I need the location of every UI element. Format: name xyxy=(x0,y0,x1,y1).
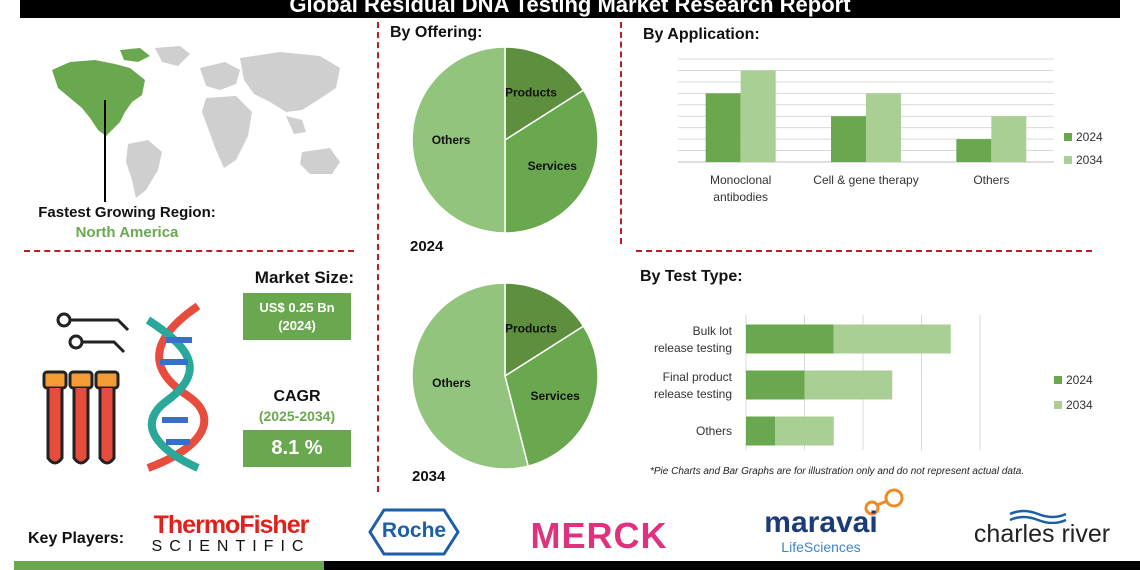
pie-2034-label-others: Others xyxy=(432,376,471,390)
divider-right-horizontal xyxy=(636,250,1092,252)
footer-bar-black xyxy=(324,561,1140,570)
app-bar-2034-1 xyxy=(866,93,901,162)
pie-2034-slice-products xyxy=(504,282,585,378)
test-legend-swatch-2034 xyxy=(1054,401,1062,409)
roche-logo-hexagon-icon xyxy=(368,508,460,556)
market-size-year: (2024) xyxy=(278,318,316,333)
pie-2034-year: 2034 xyxy=(412,468,446,485)
report-title-text: Global Residual DNA Testing Market Resea… xyxy=(289,0,851,17)
app-category-label-1: Cell & gene therapy xyxy=(813,173,918,187)
app-category-label-2: Others xyxy=(973,173,1009,187)
pie-chart-2024: Products Services Others xyxy=(411,46,599,234)
app-legend-label-2024: 2024 xyxy=(1076,130,1103,144)
pie-chart-2034: Products Services Others xyxy=(411,282,599,470)
test-legend-label-2024: 2024 xyxy=(1066,373,1093,387)
maravai-logo-line1: maravai xyxy=(764,506,878,539)
thermo-fisher-logo-line2: SCIENTIFIC xyxy=(151,538,311,555)
app-bar-2034-0 xyxy=(740,70,776,162)
merck-logo: MERCK xyxy=(530,515,668,556)
maravai-logo-line2: LifeSciences xyxy=(781,539,861,555)
market-size-box: US$ 0.25 Bn (2024) xyxy=(243,293,351,340)
divider-left xyxy=(377,22,379,492)
test-bar-2024-2 xyxy=(746,416,776,446)
pie-2024-slice-products xyxy=(504,46,585,142)
app-bar-2024-1 xyxy=(831,116,866,162)
test-bar-2034-2 xyxy=(775,416,834,446)
app-category-label-0: Monoclonal xyxy=(710,173,771,187)
key-players-label: Key Players: xyxy=(28,530,125,547)
pie-2034-slice-others xyxy=(411,282,530,470)
thermo-fisher-logo: ThermoFisher SCIENTIFIC xyxy=(136,512,326,556)
app-legend-swatch-2024 xyxy=(1064,133,1072,141)
maravai-logo: maravai LifeSciences xyxy=(746,506,896,556)
test-bar-2034-1 xyxy=(804,370,893,400)
world-map-icon xyxy=(52,46,340,202)
market-size-value: US$ 0.25 Bn xyxy=(259,300,335,315)
test-category-label-2: Others xyxy=(696,424,732,438)
test-category-label-1: release testing xyxy=(654,387,732,401)
test-category-label-1: Final product xyxy=(663,370,733,384)
app-category-label-0: antibodies xyxy=(713,190,768,204)
cagr-label: CAGR xyxy=(273,388,321,405)
test-category-label-0: release testing xyxy=(654,341,732,355)
application-bar-chart: Monoclonal antibodies Cell & gene therapy O… xyxy=(678,58,1103,204)
maravai-logo-circles-icon xyxy=(864,488,904,516)
test-legend-label-2034: 2034 xyxy=(1066,398,1093,412)
pie-2034-slice-services xyxy=(504,325,599,467)
test-bar-2024-0 xyxy=(746,324,834,354)
test-legend-swatch-2024 xyxy=(1054,376,1062,384)
fastest-region-value: North America xyxy=(75,224,179,241)
test-category-label-0: Bulk lot xyxy=(693,324,733,338)
pie-2024-year: 2024 xyxy=(410,238,444,255)
cagr-value: 8.1 % xyxy=(243,430,351,467)
report-title: Global Residual DNA Testing Market Resea… xyxy=(20,0,1120,18)
offering-title: By Offering: xyxy=(390,24,483,41)
app-bar-2034-2 xyxy=(991,116,1027,162)
thermo-fisher-logo-line1: ThermoFisher xyxy=(153,511,310,539)
dna-test-tubes-icon xyxy=(42,302,209,472)
footer-bar-green xyxy=(14,561,324,570)
divider-left-horizontal xyxy=(24,250,354,252)
test-type-title: By Test Type: xyxy=(640,268,743,285)
pie-2034-label-services: Services xyxy=(530,389,580,403)
market-size-label: Market Size: xyxy=(254,268,354,287)
test-type-bar-chart: Bulk lot release testing Final product rele… xyxy=(654,315,1093,450)
pie-2024-label-services: Services xyxy=(528,159,578,173)
test-bar-2024-1 xyxy=(746,370,805,400)
app-legend-label-2034: 2034 xyxy=(1076,153,1103,167)
pie-2024-slice-others xyxy=(411,46,506,234)
charles-river-logo: charles river xyxy=(973,520,1111,548)
divider-right-top xyxy=(620,22,622,244)
disclaimer-note: *Pie Charts and Bar Graphs are for illus… xyxy=(650,466,1025,477)
app-bar-2024-2 xyxy=(956,139,992,162)
application-title: By Application: xyxy=(643,26,760,43)
roche-logo-text: Roche xyxy=(381,519,447,542)
pie-2034-label-products: Products xyxy=(505,322,557,336)
pie-2024-slice-services xyxy=(504,89,599,234)
fastest-region-label: Fastest Growing Region: xyxy=(38,204,216,221)
test-bar-2034-0 xyxy=(833,324,951,354)
cagr-period: (2025-2034) xyxy=(258,408,336,424)
app-legend-swatch-2034 xyxy=(1064,156,1072,164)
app-bar-2024-0 xyxy=(705,93,741,162)
pie-2024-label-others: Others xyxy=(432,133,471,147)
charles-river-wave-icon xyxy=(1009,509,1067,524)
fastest-region-block: Fastest Growing Region: North America xyxy=(22,204,232,241)
pie-2024-label-products: Products xyxy=(505,86,557,100)
